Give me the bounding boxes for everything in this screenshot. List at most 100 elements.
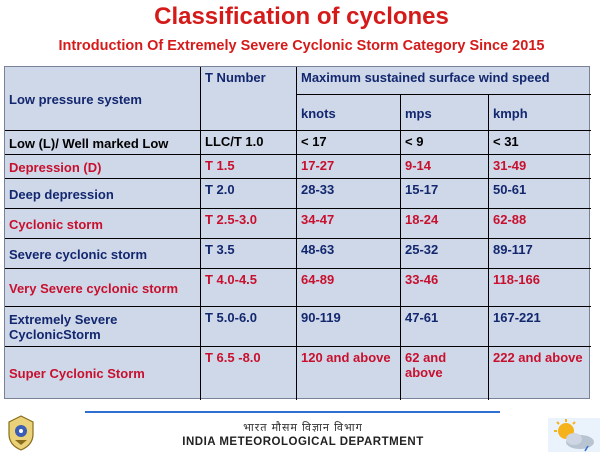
table-gridline xyxy=(5,346,591,347)
header-kmph: kmph xyxy=(493,105,528,121)
cell-text: 15-17 xyxy=(405,182,439,197)
footer-hindi-name: भारत मौसम विज्ञान विभाग xyxy=(243,422,363,434)
cell-knots: 48-63 xyxy=(297,239,401,269)
cell-kmph: 50-61 xyxy=(489,179,591,209)
cell-text: 17-27 xyxy=(301,158,335,173)
cell-mps: 33-46 xyxy=(401,269,489,307)
table-gridline xyxy=(400,95,401,400)
cell-text: 9-14 xyxy=(405,158,432,173)
table-gridline xyxy=(5,154,591,155)
cell-text: 222 and above xyxy=(493,350,583,365)
footer-divider xyxy=(85,411,500,413)
cell-text: 120 and above xyxy=(301,350,391,365)
cell-text: 48-63 xyxy=(301,242,335,257)
cell-t: T 3.5 xyxy=(201,239,297,269)
cell-text: T 5.0-6.0 xyxy=(205,310,258,325)
cell-text: Super Cyclonic Storm xyxy=(9,366,145,381)
cell-mps: 47-61 xyxy=(401,307,489,347)
cell-text: 33-46 xyxy=(405,272,439,287)
table-gridline xyxy=(296,67,297,400)
cell-t: T 6.5 -8.0 xyxy=(201,347,297,400)
cell-text: Cyclonic storm xyxy=(9,216,103,232)
cell-system: Very Severe cyclonic storm xyxy=(5,269,201,307)
header-mps: mps xyxy=(405,105,432,121)
cell-t: LLC/T 1.0 xyxy=(201,131,297,155)
cell-text: 18-24 xyxy=(405,212,439,227)
cell-text: Severe cyclonic storm xyxy=(9,246,148,262)
cell-text: < 17 xyxy=(301,134,327,149)
cell-text: 25-32 xyxy=(405,242,439,257)
sun-cloud-icon xyxy=(548,418,600,452)
cell-knots: 28-33 xyxy=(297,179,401,209)
cell-kmph: 222 and above xyxy=(489,347,591,400)
cell-kmph: 118-166 xyxy=(489,269,591,307)
cell-kmph: 31-49 xyxy=(489,155,591,179)
cell-kmph: 62-88 xyxy=(489,209,591,239)
cell-text: < 31 xyxy=(493,134,519,149)
cell-system: Extremely Severe CyclonicStorm xyxy=(5,307,201,347)
cell-mps: 9-14 xyxy=(401,155,489,179)
imd-emblem-icon xyxy=(8,415,34,451)
cell-text: 31-49 xyxy=(493,158,527,173)
cell-text: Very Severe cyclonic storm xyxy=(9,280,179,296)
cell-kmph: 167-221 xyxy=(489,307,591,347)
table-gridline xyxy=(5,306,591,307)
cell-knots: 34-47 xyxy=(297,209,401,239)
cell-knots: < 17 xyxy=(297,131,401,155)
cell-knots: 90-119 xyxy=(297,307,401,347)
cell-mps: < 9 xyxy=(401,131,489,155)
cell-text: Deep depression xyxy=(9,186,114,202)
classification-table: Low pressure system T Number Maximum sus… xyxy=(4,66,591,400)
cell-knots: 120 and above xyxy=(297,347,401,400)
cell-text: 89-117 xyxy=(493,242,533,257)
cell-system: Severe cyclonic storm xyxy=(5,239,201,269)
cell-text: 90-119 xyxy=(301,310,341,325)
cell-kmph: < 31 xyxy=(489,131,591,155)
cell-t: T 2.0 xyxy=(201,179,297,209)
table-gridline xyxy=(5,130,591,131)
cell-system: Low (L)/ Well marked Low xyxy=(5,131,201,155)
header-knots: knots xyxy=(301,105,336,121)
table-gridline xyxy=(200,67,201,400)
slide-title: Classification of cyclones xyxy=(154,3,449,30)
cell-mps: 15-17 xyxy=(401,179,489,209)
cell-system: Cyclonic storm xyxy=(5,209,201,239)
table-gridline xyxy=(297,94,591,95)
cell-text: < 9 xyxy=(405,134,424,149)
header-wind-speed: Maximum sustained surface wind speed xyxy=(301,70,550,85)
cell-text: T 4.0-4.5 xyxy=(205,272,258,287)
header-system: Low pressure system xyxy=(9,91,142,107)
cell-knots: 17-27 xyxy=(297,155,401,179)
cell-mps: 25-32 xyxy=(401,239,489,269)
table-gridline xyxy=(5,268,591,269)
cell-t: T 5.0-6.0 xyxy=(201,307,297,347)
cell-text: Extremely Severe CyclonicStorm xyxy=(9,312,118,342)
cell-system: Super Cyclonic Storm xyxy=(5,347,201,400)
table-gridline xyxy=(488,95,489,400)
cell-text: Depression (D) xyxy=(9,159,102,175)
cell-t: T 2.5-3.0 xyxy=(201,209,297,239)
cell-text: 62-88 xyxy=(493,212,527,227)
cell-text: T 3.5 xyxy=(205,242,235,257)
cell-kmph: 89-117 xyxy=(489,239,591,269)
cell-text: 50-61 xyxy=(493,182,527,197)
cell-mps: 18-24 xyxy=(401,209,489,239)
cell-knots: 64-89 xyxy=(297,269,401,307)
cell-text: T 2.0 xyxy=(205,182,235,197)
footer-department-name: INDIA METEOROLOGICAL DEPARTMENT xyxy=(182,436,424,448)
cell-text: 64-89 xyxy=(301,272,335,287)
cell-system: Depression (D) xyxy=(5,155,201,179)
cell-text: T 2.5-3.0 xyxy=(205,212,258,227)
header-t-number: T Number xyxy=(205,70,266,85)
table-gridline xyxy=(5,238,591,239)
cell-text: LLC/T 1.0 xyxy=(205,134,264,149)
cell-text: Low (L)/ Well marked Low xyxy=(9,135,169,151)
slide-subtitle: Introduction Of Extremely Severe Cycloni… xyxy=(58,38,545,54)
cell-text: 62 and above xyxy=(405,350,447,380)
cell-mps: 62 and above xyxy=(401,347,489,400)
cell-t: T 1.5 xyxy=(201,155,297,179)
cell-text: 34-47 xyxy=(301,212,335,227)
cell-text: T 1.5 xyxy=(205,158,235,173)
cell-text: 28-33 xyxy=(301,182,335,197)
table-gridline xyxy=(5,208,591,209)
